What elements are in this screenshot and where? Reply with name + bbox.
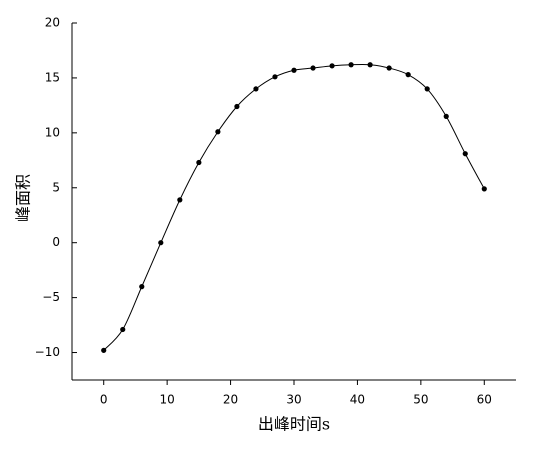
y-axis-title: 峰面积 [14, 174, 33, 222]
marker [139, 284, 145, 290]
marker [272, 74, 278, 80]
x-tick-label: 60 [477, 393, 492, 407]
marker [120, 326, 126, 333]
marker [234, 103, 240, 110]
y-tick-label: 0 [52, 235, 60, 249]
marker [348, 62, 354, 68]
marker [481, 186, 487, 192]
marker [386, 65, 392, 71]
y-tick-label: 15 [45, 70, 60, 84]
x-tick-label: 40 [350, 393, 365, 407]
marker [158, 240, 164, 246]
x-tick-label: 10 [160, 393, 175, 407]
y-tick-label: 20 [45, 16, 60, 30]
marker [329, 63, 335, 69]
marker [253, 86, 259, 92]
line [103, 63, 485, 351]
marker [367, 62, 373, 68]
x-tick-label: 20 [223, 393, 238, 407]
marker [424, 86, 430, 92]
y-tick-label: −10 [35, 345, 60, 359]
marker [101, 347, 107, 353]
y-tick-label: 10 [45, 125, 60, 139]
y-tick-label: −5 [42, 290, 60, 304]
y-tick-label: 5 [52, 180, 60, 194]
marker [462, 151, 468, 157]
x-tick-label: 30 [286, 393, 301, 407]
x-axis-title: 出峰时间s [258, 415, 330, 434]
marker [177, 197, 183, 203]
x-tick-label: 50 [413, 393, 428, 407]
marker [310, 65, 316, 71]
marker [291, 67, 297, 73]
x-tick-label: 0 [100, 393, 108, 407]
marker [443, 113, 449, 119]
marker [405, 72, 411, 78]
marker [215, 129, 221, 135]
marker [196, 159, 202, 166]
